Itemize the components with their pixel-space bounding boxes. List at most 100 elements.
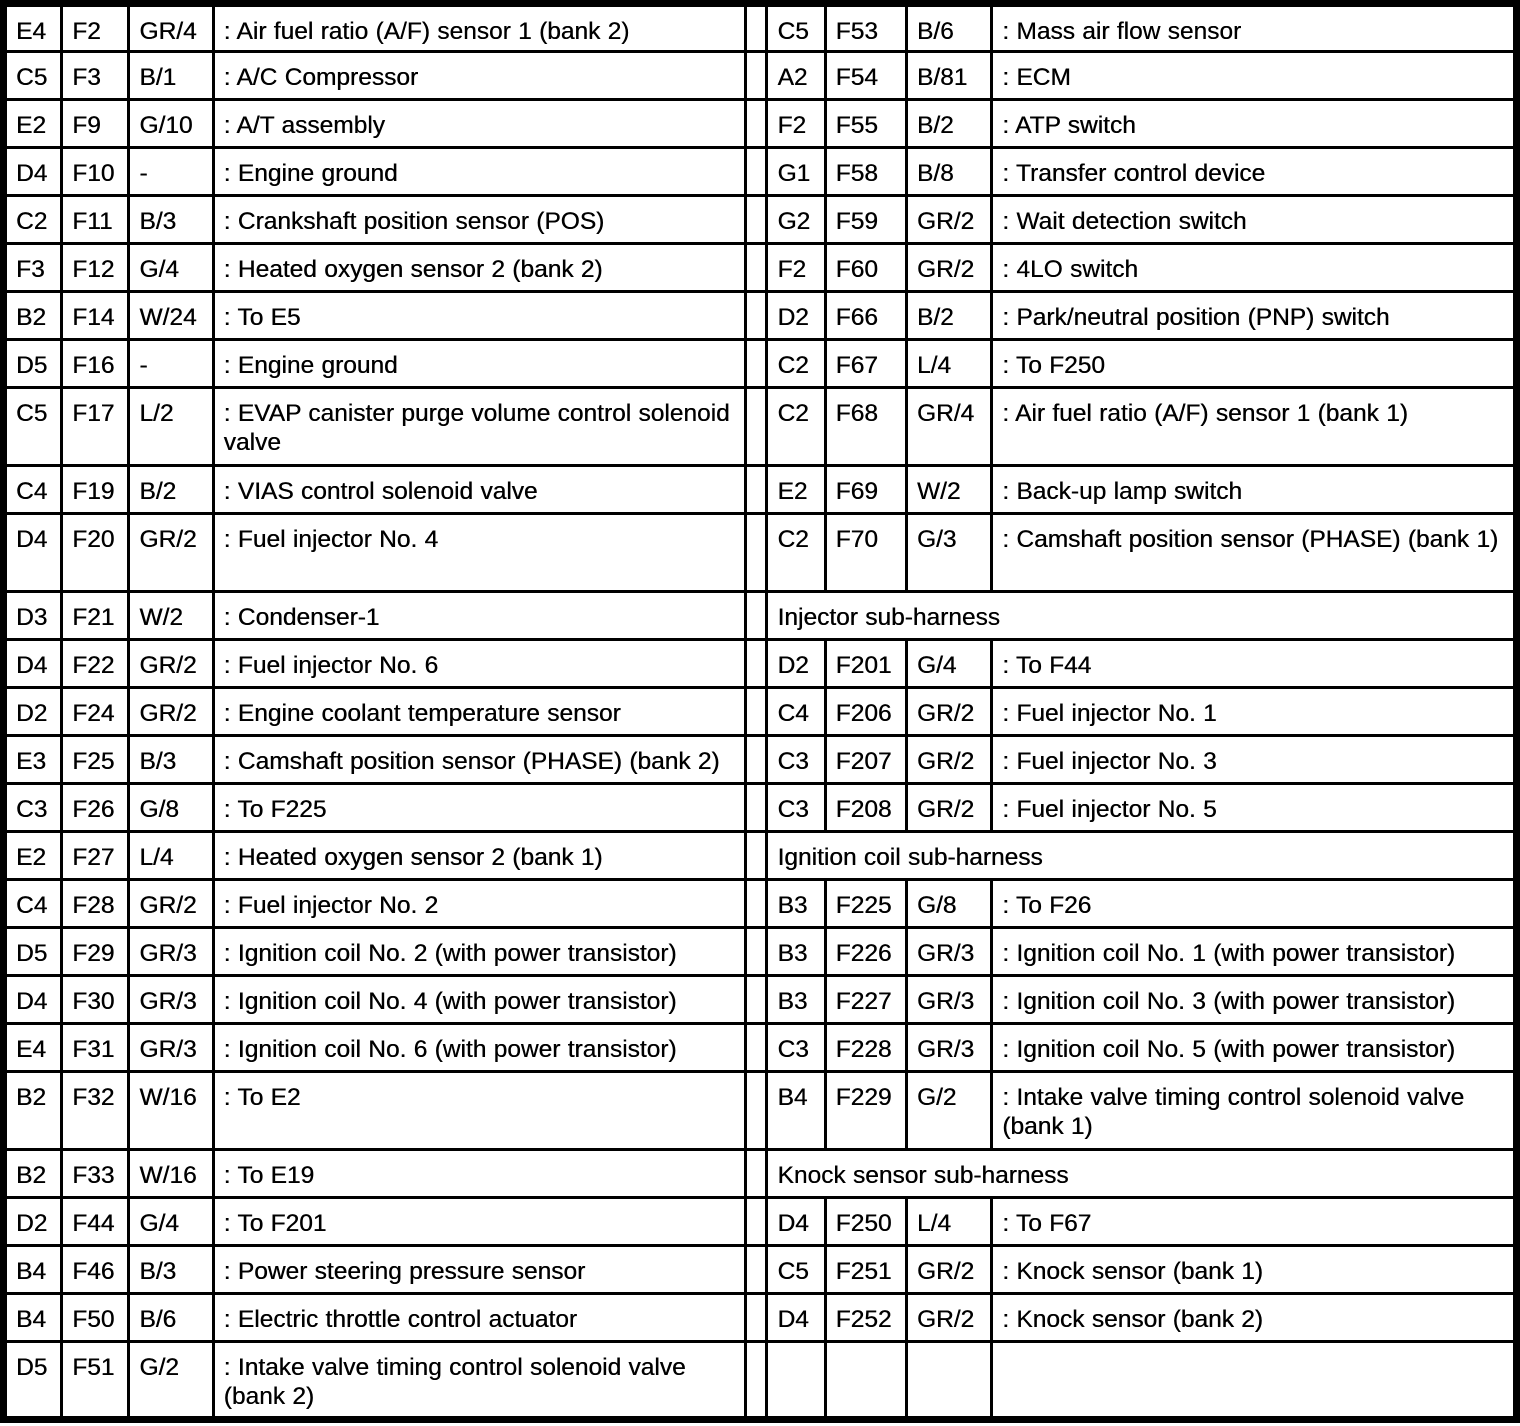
table-row: B2 F14 W/24: To E5 D2 F66 B/2: Park/neutral p… bbox=[1, 290, 1518, 341]
spacer-cell bbox=[744, 512, 769, 593]
description-cell: : Engine ground bbox=[211, 338, 748, 389]
color-pin-cell: GR/2 bbox=[127, 878, 215, 929]
color-pin-cell: GR/2 bbox=[127, 512, 215, 593]
grid-cell: C2 bbox=[1, 194, 64, 245]
description-cell: : Intake valve timing control solenoid v… bbox=[990, 1070, 1518, 1151]
grid-cell: E2 bbox=[765, 464, 827, 515]
color-pin-cell: L/4 bbox=[904, 338, 994, 389]
description-cell: : To F201 bbox=[211, 1196, 748, 1247]
grid-cell: C4 bbox=[1, 878, 64, 929]
grid-cell: C5 bbox=[1, 50, 64, 101]
connector-id-cell: F251 bbox=[823, 1244, 908, 1295]
color-pin-cell: G/8 bbox=[127, 782, 215, 833]
color-pin-cell: B/81 bbox=[904, 50, 994, 101]
connector-id-cell: F51 bbox=[60, 1340, 131, 1421]
grid-cell: D2 bbox=[1, 686, 64, 737]
grid-cell: F2 bbox=[765, 242, 827, 293]
grid-cell: D4 bbox=[1, 512, 64, 593]
color-pin-cell: B/6 bbox=[127, 1292, 215, 1343]
description-cell: : Condenser-1 bbox=[211, 590, 748, 641]
connector-id-cell: F19 bbox=[60, 464, 131, 515]
color-pin-cell: W/16 bbox=[127, 1070, 215, 1151]
description-cell: : Air fuel ratio (A/F) sensor 1 (bank 1) bbox=[990, 386, 1518, 467]
connector-id-cell: F31 bbox=[60, 1022, 131, 1073]
subharness-section-cell: Injector sub-harness bbox=[765, 590, 1518, 641]
grid-cell: B3 bbox=[765, 878, 827, 929]
grid-cell: B3 bbox=[765, 926, 827, 977]
connector-id-cell: F28 bbox=[60, 878, 131, 929]
connector-id-cell: F70 bbox=[823, 512, 908, 593]
connector-id-cell: F228 bbox=[823, 1022, 908, 1073]
connector-id-cell: F44 bbox=[60, 1196, 131, 1247]
connector-id-cell: F24 bbox=[60, 686, 131, 737]
description-cell: : ATP switch bbox=[990, 98, 1518, 149]
color-pin-cell: B/2 bbox=[904, 290, 994, 341]
connector-id-cell: F58 bbox=[823, 146, 908, 197]
connector-id-cell: F27 bbox=[60, 830, 131, 881]
color-pin-cell: B/3 bbox=[127, 194, 215, 245]
table-row: E2 F9 G/10: A/T assembly F2 F55 B/2: ATP swit… bbox=[1, 98, 1518, 149]
description-cell: : Knock sensor (bank 1) bbox=[990, 1244, 1518, 1295]
color-pin-cell: L/2 bbox=[127, 386, 215, 467]
connector-id-cell: F11 bbox=[60, 194, 131, 245]
grid-cell: D5 bbox=[1, 338, 64, 389]
description-cell: : Back-up lamp switch bbox=[990, 464, 1518, 515]
spacer-cell bbox=[744, 242, 769, 293]
grid-cell: C3 bbox=[1, 782, 64, 833]
color-pin-cell: GR/2 bbox=[904, 782, 994, 833]
grid-cell: G2 bbox=[765, 194, 827, 245]
spacer-cell bbox=[744, 1022, 769, 1073]
table-row: E4 F31 GR/3: Ignition coil No. 6 (with pow… bbox=[1, 1022, 1518, 1073]
grid-cell: D2 bbox=[1, 1196, 64, 1247]
color-pin-cell: GR/3 bbox=[904, 926, 994, 977]
color-pin-cell: GR/3 bbox=[904, 1022, 994, 1073]
color-pin-cell: W/16 bbox=[127, 1148, 215, 1199]
table-row: D5 F16-: Engine ground C2 F67 L/4: To F250 bbox=[1, 338, 1518, 389]
description-cell: : 4LO switch bbox=[990, 242, 1518, 293]
color-pin-cell: B/8 bbox=[904, 146, 994, 197]
spacer-cell bbox=[744, 1244, 769, 1295]
color-pin-cell: GR/2 bbox=[127, 638, 215, 689]
table-row: B4 F46 B/3: Power steering pressure sensor… bbox=[1, 1244, 1518, 1295]
table-row: E3 F25 B/3: Camshaft position sensor (PHAS… bbox=[1, 734, 1518, 785]
spacer-cell bbox=[744, 974, 769, 1025]
grid-cell: C5 bbox=[1, 386, 64, 467]
description-cell: : Ignition coil No. 1 (with power transi… bbox=[990, 926, 1518, 977]
spacer-cell bbox=[744, 464, 769, 515]
grid-cell: E2 bbox=[1, 98, 64, 149]
grid-cell: D5 bbox=[1, 926, 64, 977]
connector-id-cell: F32 bbox=[60, 1070, 131, 1151]
spacer-cell bbox=[744, 1340, 769, 1421]
empty-cell bbox=[990, 1340, 1518, 1421]
table-row: C5 F17 L/2: EVAP canister purge volume con… bbox=[1, 386, 1518, 467]
spacer-cell bbox=[744, 386, 769, 467]
color-pin-cell: L/4 bbox=[127, 830, 215, 881]
connector-id-cell: F225 bbox=[823, 878, 908, 929]
color-pin-cell: G/4 bbox=[904, 638, 994, 689]
spacer-cell bbox=[744, 50, 769, 101]
connector-id-cell: F20 bbox=[60, 512, 131, 593]
description-cell: : Knock sensor (bank 2) bbox=[990, 1292, 1518, 1343]
grid-cell: D4 bbox=[1, 974, 64, 1025]
description-cell: : To F44 bbox=[990, 638, 1518, 689]
description-cell: : A/T assembly bbox=[211, 98, 748, 149]
connector-id-cell: F33 bbox=[60, 1148, 131, 1199]
color-pin-cell: G/3 bbox=[904, 512, 994, 593]
color-pin-cell: GR/2 bbox=[127, 686, 215, 737]
grid-cell: C2 bbox=[765, 338, 827, 389]
grid-cell: A2 bbox=[765, 50, 827, 101]
subharness-section-cell: Ignition coil sub-harness bbox=[765, 830, 1518, 881]
table-row: B4 F50 B/6: Electric throttle control actu… bbox=[1, 1292, 1518, 1343]
grid-cell: E3 bbox=[1, 734, 64, 785]
connector-id-cell: F25 bbox=[60, 734, 131, 785]
table-row: C3 F26 G/8: To F225 C3 F208 GR/2: Fuel inject… bbox=[1, 782, 1518, 833]
color-pin-cell: GR/2 bbox=[904, 1244, 994, 1295]
description-cell: : Power steering pressure sensor bbox=[211, 1244, 748, 1295]
description-cell: : Ignition coil No. 2 (with power transi… bbox=[211, 926, 748, 977]
color-pin-cell: GR/2 bbox=[904, 686, 994, 737]
connector-id-cell: F60 bbox=[823, 242, 908, 293]
description-cell: : Fuel injector No. 3 bbox=[990, 734, 1518, 785]
grid-cell: C3 bbox=[765, 734, 827, 785]
description-cell: : Mass air flow sensor bbox=[990, 2, 1518, 53]
